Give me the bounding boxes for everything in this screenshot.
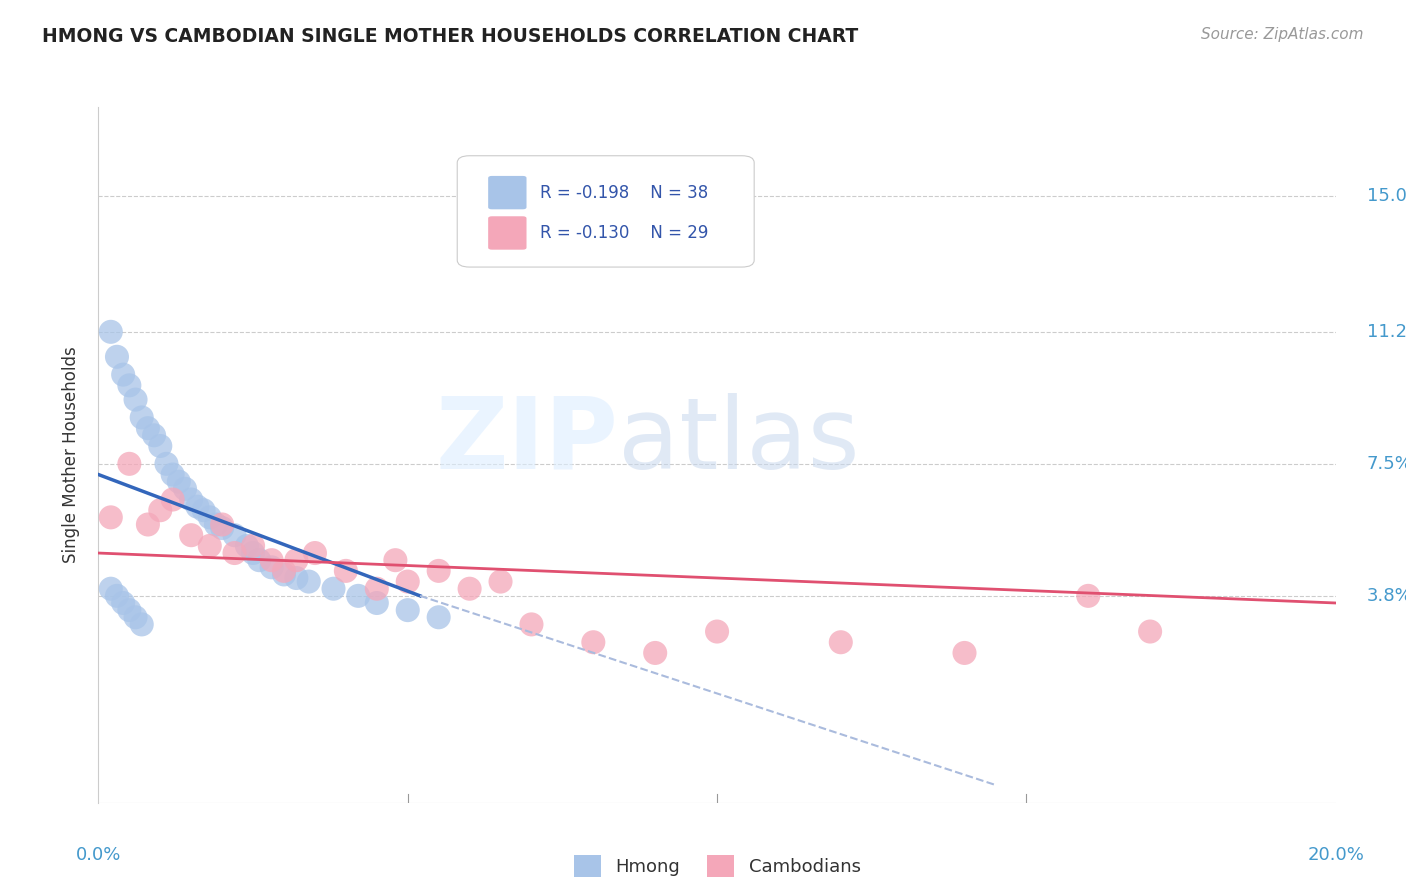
Text: ZIP: ZIP [436,392,619,490]
Point [100,325,122,339]
Point [205,517,228,532]
Point [304,546,326,560]
Point [396,603,419,617]
Point [285,571,308,585]
Point [162,492,184,507]
Point [582,635,605,649]
Point [180,528,202,542]
Point [155,457,177,471]
Point [489,574,512,589]
Point [273,567,295,582]
Point [285,553,308,567]
Text: R = -0.198    N = 38: R = -0.198 N = 38 [540,184,709,202]
Point [224,528,246,542]
FancyBboxPatch shape [457,156,754,267]
Text: 11.2%: 11.2% [1367,323,1406,341]
Point [242,539,264,553]
Point [100,510,122,524]
Point [131,617,153,632]
Point [118,603,141,617]
Point [105,350,128,364]
Point [644,646,666,660]
Point [186,500,208,514]
Point [427,610,450,624]
Point [260,560,283,574]
Point [298,574,321,589]
Point [1077,589,1099,603]
Point [112,596,135,610]
Text: Single Mother Households: Single Mother Households [62,347,80,563]
Point [242,546,264,560]
Point [366,596,388,610]
Point [830,635,852,649]
Point [118,378,141,392]
Point [1139,624,1161,639]
Point [105,589,128,603]
Legend: Hmong, Cambodians: Hmong, Cambodians [567,847,868,884]
Point [124,392,146,407]
Point [100,582,122,596]
Point [180,492,202,507]
Point [236,539,259,553]
Point [118,457,141,471]
Text: 7.5%: 7.5% [1367,455,1406,473]
Text: 15.0%: 15.0% [1367,187,1406,205]
Point [211,521,233,535]
Point [211,517,233,532]
Point [149,439,172,453]
Point [124,610,146,624]
Point [149,503,172,517]
Point [112,368,135,382]
Point [174,482,197,496]
Point [136,421,159,435]
Point [224,546,246,560]
Point [136,517,159,532]
Point [198,510,221,524]
Point [384,553,406,567]
Point [273,564,295,578]
Point [162,467,184,482]
Point [347,589,370,603]
Point [198,539,221,553]
Text: HMONG VS CAMBODIAN SINGLE MOTHER HOUSEHOLDS CORRELATION CHART: HMONG VS CAMBODIAN SINGLE MOTHER HOUSEHO… [42,27,859,45]
FancyBboxPatch shape [488,216,526,250]
Point [143,428,166,442]
Point [396,574,419,589]
Text: 0.0%: 0.0% [76,846,121,863]
Point [322,582,344,596]
Point [706,624,728,639]
Point [953,646,976,660]
Point [260,553,283,567]
Point [458,582,481,596]
Point [193,503,215,517]
Point [131,410,153,425]
Point [167,475,190,489]
Point [520,617,543,632]
Text: R = -0.130    N = 29: R = -0.130 N = 29 [540,224,709,242]
Point [427,564,450,578]
FancyBboxPatch shape [488,176,526,210]
Point [366,582,388,596]
Point [335,564,357,578]
Text: 20.0%: 20.0% [1308,846,1364,863]
Text: Source: ZipAtlas.com: Source: ZipAtlas.com [1201,27,1364,42]
Text: 3.8%: 3.8% [1367,587,1406,605]
Point [247,553,270,567]
Text: atlas: atlas [619,392,859,490]
